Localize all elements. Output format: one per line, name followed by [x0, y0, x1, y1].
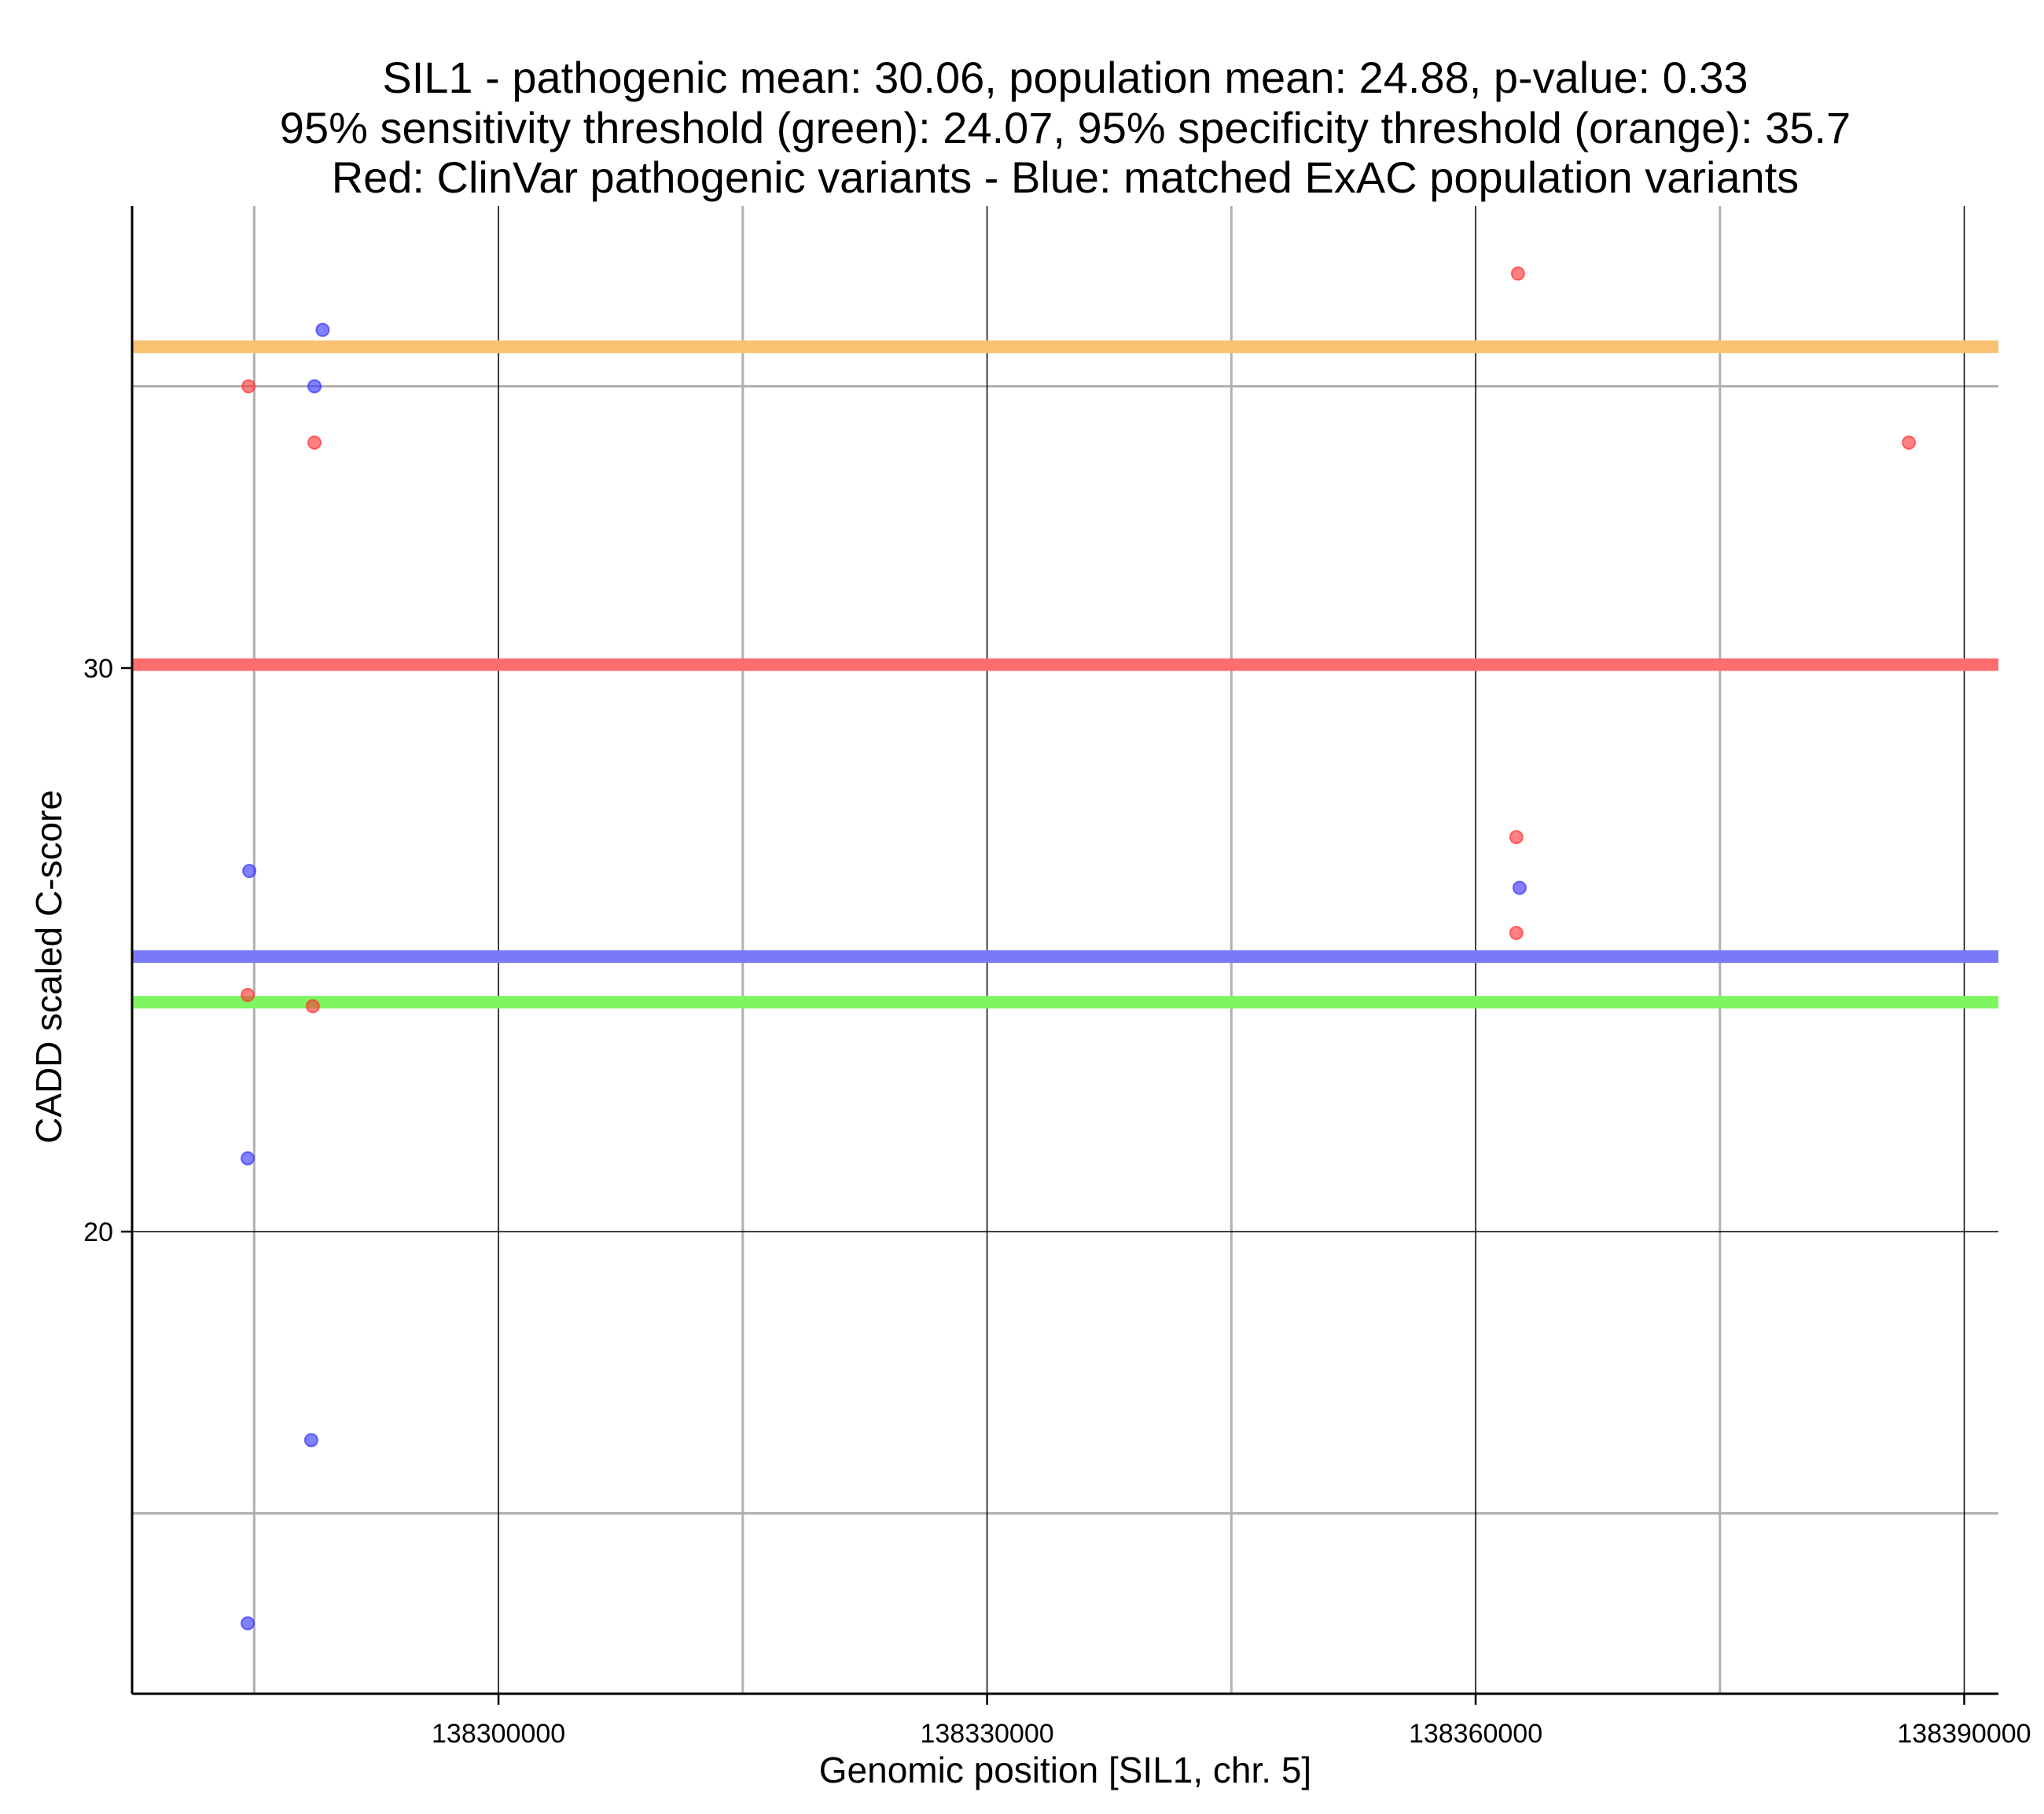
population-point: [241, 1151, 256, 1166]
pathogenic-point: [1902, 435, 1917, 450]
x-tick-label: 138360000: [1409, 1719, 1542, 1749]
tick-labels: 138300000 138330000 138360000 138390000 20 30: [83, 654, 2031, 1749]
population-point: [307, 379, 322, 394]
pathogenic-point: [241, 987, 256, 1002]
axes: [121, 206, 1998, 1705]
chart-title-line-2: 95% sensitivity threshold (green): 24.07…: [280, 103, 1851, 152]
variant-points: [241, 266, 1917, 1631]
chart-title-line-3: Red: ClinVar pathogenic variants - Blue:…: [332, 152, 1800, 202]
pathogenic-point: [1509, 925, 1524, 940]
population-point: [242, 864, 257, 879]
population-point: [315, 322, 330, 337]
y-axis-label: CADD scaled C-score: [28, 790, 69, 1144]
pathogenic-point: [241, 379, 256, 394]
population-point: [1512, 880, 1527, 895]
pathogenic-point: [1509, 830, 1524, 845]
pathogenic-point: [1510, 266, 1525, 281]
pathogenic-point: [307, 435, 322, 450]
population-point: [303, 1433, 318, 1448]
x-axis-label: Genomic position [SIL1, chr. 5]: [819, 1750, 1311, 1790]
x-tick-label: 138330000: [920, 1719, 1053, 1749]
chart-title-line-1: SIL1 - pathogenic mean: 30.06, populatio…: [382, 53, 1748, 102]
x-tick-label: 138300000: [432, 1719, 565, 1749]
y-tick-label: 20: [83, 1217, 113, 1247]
y-tick-label: 30: [83, 654, 113, 684]
population-point: [241, 1616, 256, 1631]
x-tick-label: 138390000: [1897, 1719, 2031, 1749]
threshold-lines: [132, 340, 1998, 1009]
pathogenic-point: [305, 999, 320, 1014]
grid: [132, 206, 1998, 1694]
